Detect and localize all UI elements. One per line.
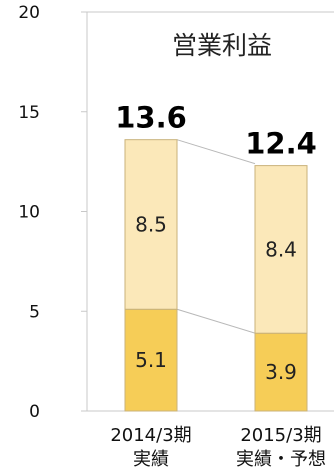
- bar-segment-label: 5.1: [135, 348, 167, 372]
- y-tick-label: 5: [29, 302, 40, 322]
- x-category-label-line2: 実績・予想: [236, 449, 326, 470]
- y-tick-label: 0: [29, 402, 40, 422]
- y-tick-label: 20: [18, 3, 40, 23]
- bar-segment-label: 8.4: [265, 237, 297, 261]
- x-category-label-line1: 2014/3期: [110, 425, 191, 446]
- connector-line-total: [176, 139, 256, 165]
- x-category-label-line1: 2015/3期: [240, 425, 321, 446]
- bar-total-label: 12.4: [245, 127, 317, 161]
- y-tick-label: 10: [18, 203, 40, 223]
- chart-title: 営業利益: [172, 31, 272, 60]
- bar-segment: [254, 332, 308, 412]
- bar-segment-label: 8.5: [135, 212, 167, 236]
- bar-total-label: 13.6: [115, 101, 187, 135]
- data-labels: 5.1 8.5 13.6 3.9 8.4 12.4: [115, 101, 317, 384]
- bars: [124, 139, 308, 412]
- bar-segment: [124, 308, 178, 412]
- connector-line-segment: [176, 308, 256, 334]
- connector-lines: [176, 139, 256, 334]
- y-tick-label: 15: [18, 103, 40, 123]
- bar-segment-label: 3.9: [265, 360, 297, 384]
- bar-segment: [254, 165, 308, 334]
- x-category-label-line2: 実績: [133, 449, 169, 470]
- y-axis: 0 5 10 15 20: [18, 3, 87, 422]
- bar-segment: [124, 139, 178, 310]
